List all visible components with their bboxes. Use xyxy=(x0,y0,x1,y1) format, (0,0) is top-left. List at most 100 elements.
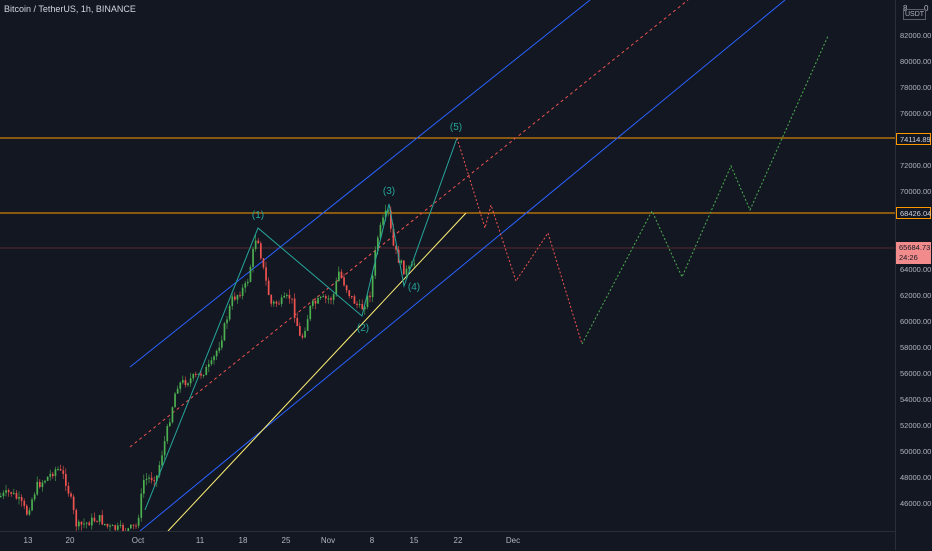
price-axis[interactable] xyxy=(895,0,932,550)
candle-body xyxy=(317,297,319,304)
time-label: 25 xyxy=(281,536,291,545)
candle-body xyxy=(223,323,226,341)
time-axis[interactable] xyxy=(0,531,895,551)
candle-body xyxy=(405,268,408,275)
candle-body xyxy=(44,480,46,483)
candle-body xyxy=(192,374,195,379)
candle-body xyxy=(205,366,208,376)
candle-body xyxy=(104,523,106,525)
candle-body xyxy=(215,350,218,357)
currency-badge[interactable]: USDT xyxy=(903,9,927,20)
candle-body xyxy=(2,492,5,497)
price-label: 60000.00 xyxy=(900,317,932,326)
candle-body xyxy=(140,493,143,518)
candle-body xyxy=(182,380,184,383)
candle-body xyxy=(166,426,169,442)
candle-body xyxy=(325,296,327,299)
support-trendline[interactable] xyxy=(167,212,467,531)
candle-body xyxy=(221,340,223,348)
candle-body xyxy=(273,301,275,304)
candle-body xyxy=(184,380,187,386)
wave-label-5: (5) xyxy=(450,122,462,133)
candle-body xyxy=(353,296,356,304)
candle-body xyxy=(208,364,210,367)
price-label: 76000.00 xyxy=(900,109,932,118)
time-label: Dec xyxy=(505,536,521,545)
candle-body xyxy=(26,505,28,515)
price-tag-level-mid[interactable]: 68426.04 xyxy=(896,207,931,219)
candle-body xyxy=(408,266,410,269)
candle-body xyxy=(400,260,403,263)
candle-body xyxy=(169,422,171,427)
channel-midline[interactable] xyxy=(129,0,689,448)
time-label: 18 xyxy=(238,536,248,545)
candle-body xyxy=(59,469,62,471)
candle-body xyxy=(83,523,85,525)
time-label: 11 xyxy=(195,536,205,545)
candle-body xyxy=(270,294,273,304)
candle-body xyxy=(148,477,150,479)
axis-top-right-glyph: 0 xyxy=(924,4,929,13)
candle-body xyxy=(156,475,158,482)
time-label: 22 xyxy=(453,536,463,545)
candle-body xyxy=(257,240,260,244)
candle-body xyxy=(111,525,114,527)
channel-lower-line[interactable] xyxy=(139,0,786,531)
candle-body xyxy=(88,522,91,526)
candle-body xyxy=(80,521,83,525)
candle-body xyxy=(176,388,179,394)
last-price-tag[interactable]: 65684.73 24:26 xyxy=(896,242,931,264)
candle-body xyxy=(109,525,111,527)
candle-body xyxy=(369,295,371,298)
candle-body xyxy=(96,521,98,523)
price-label: 62000.00 xyxy=(900,291,932,300)
candle-body xyxy=(28,510,31,515)
wave-label-2: (2) xyxy=(357,323,369,334)
candle-body xyxy=(361,304,364,310)
candle-body xyxy=(306,319,309,331)
candle-body xyxy=(413,263,416,265)
candle-body xyxy=(197,373,200,375)
wave-label-4: (4) xyxy=(408,282,420,293)
candle-body xyxy=(351,295,353,297)
time-label: 15 xyxy=(409,536,419,545)
candle-body xyxy=(241,287,244,296)
candle-body xyxy=(338,271,340,282)
candle-body xyxy=(309,305,312,320)
elliott-wave-path[interactable] xyxy=(144,137,458,511)
candle-body xyxy=(158,465,161,476)
candle-body xyxy=(78,521,80,527)
candle-body xyxy=(249,266,252,282)
candle-body xyxy=(130,524,132,529)
candle-body xyxy=(231,296,234,306)
candle-body xyxy=(62,470,65,474)
candle-body xyxy=(195,374,197,376)
candle-body xyxy=(384,210,387,218)
candle-body xyxy=(364,306,366,310)
candle-body xyxy=(247,281,249,284)
candle-body xyxy=(179,382,182,389)
candle-body xyxy=(153,480,156,482)
chart-area[interactable]: Bitcoin / TetherUS, 1h, BINANCE (1) (2) … xyxy=(0,0,895,531)
candle-body xyxy=(161,455,163,466)
channel-upper-line[interactable] xyxy=(129,0,591,368)
candle-body xyxy=(49,473,52,477)
candle-body xyxy=(228,305,231,320)
candle-body xyxy=(75,510,78,527)
candle-body xyxy=(127,528,130,531)
symbol-title[interactable]: Bitcoin / TetherUS, 1h, BINANCE xyxy=(4,4,136,14)
candle-body xyxy=(150,477,153,481)
bullish-projection-path[interactable] xyxy=(581,35,829,345)
price-tag-level-high[interactable]: 74114.89 xyxy=(896,133,931,145)
chart-canvas[interactable]: (1) (2) (3) (4) (5) xyxy=(0,0,895,531)
price-label: 80000.00 xyxy=(900,57,932,66)
candle-body xyxy=(252,248,254,267)
candle-body xyxy=(67,485,70,494)
price-label: 70000.00 xyxy=(900,187,932,196)
candle-body xyxy=(275,301,278,304)
candle-body xyxy=(39,481,41,488)
candle-body xyxy=(374,250,377,276)
candle-body xyxy=(366,295,369,307)
bearish-projection-path[interactable] xyxy=(456,137,583,345)
price-label: 78000.00 xyxy=(900,83,932,92)
